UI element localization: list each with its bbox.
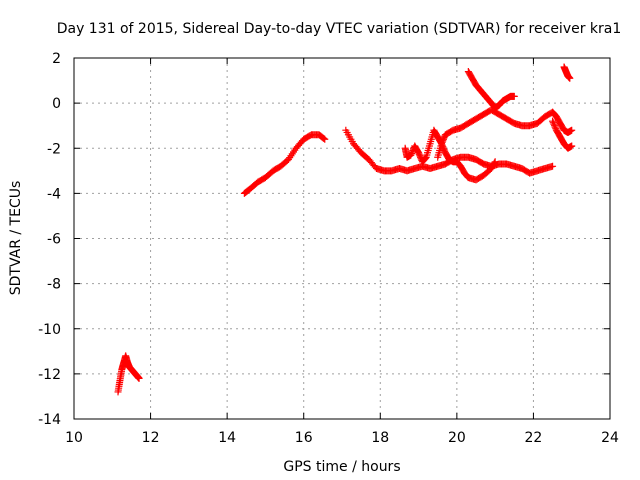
y-tick-label: -4 — [47, 186, 61, 202]
x-tick-label: 10 — [65, 430, 83, 446]
series-arc-6 — [464, 68, 518, 112]
y-tick-label: -2 — [47, 141, 61, 157]
y-tick-label: -14 — [38, 412, 61, 428]
data-point — [549, 117, 557, 125]
x-tick-label: 16 — [295, 430, 313, 446]
x-tick-label: 14 — [218, 430, 236, 446]
data-point — [440, 134, 448, 142]
data-point — [568, 142, 576, 150]
data-point — [421, 155, 429, 163]
data-point — [135, 374, 143, 382]
y-tick-label: -10 — [38, 322, 61, 338]
data-point — [549, 119, 557, 127]
data-point — [550, 122, 558, 130]
data-point — [550, 120, 558, 128]
y-tick-label: -6 — [47, 232, 61, 248]
y-tick-label: 2 — [52, 51, 61, 67]
data-point — [415, 150, 423, 158]
chart-title: Day 131 of 2015, Sidereal Day-to-day VTE… — [57, 21, 622, 37]
data-point — [491, 159, 499, 167]
series-arc-5 — [434, 106, 576, 161]
data-point — [416, 152, 424, 160]
plot-frame — [73, 57, 611, 420]
y-axis-label: SDTVAR / TECUs — [8, 181, 24, 296]
data-point — [549, 162, 557, 170]
data-point — [438, 138, 446, 146]
data-points — [114, 63, 576, 396]
data-point — [438, 140, 446, 148]
series-arc-2 — [240, 131, 329, 197]
x-tick-label: 20 — [448, 430, 466, 446]
data-point — [566, 74, 574, 82]
data-point — [422, 154, 430, 162]
data-point — [321, 135, 329, 143]
data-point — [491, 158, 499, 166]
x-tick-label: 18 — [371, 430, 389, 446]
x-tick-label: 24 — [601, 430, 619, 446]
data-point — [407, 151, 415, 159]
grid-lines — [74, 58, 610, 419]
y-tick-label: -8 — [47, 277, 61, 293]
x-tick-label: 12 — [142, 430, 160, 446]
data-point — [415, 149, 423, 157]
data-point — [440, 146, 448, 154]
series-arc-4 — [401, 126, 499, 184]
x-axis-label: GPS time / hours — [283, 459, 400, 475]
data-point — [568, 126, 576, 134]
series-arc-8 — [560, 63, 574, 82]
series-arc-7 — [549, 117, 576, 152]
data-point — [551, 123, 559, 131]
series-arc-1 — [114, 352, 143, 396]
y-tick-label: -12 — [38, 367, 61, 383]
x-tick-label: 22 — [525, 430, 543, 446]
data-point — [320, 134, 328, 142]
data-point — [439, 135, 447, 143]
data-point — [510, 92, 518, 100]
y-tick-label: 0 — [52, 96, 61, 112]
data-point — [439, 137, 447, 145]
axis-ticks: 10 12 14 16 18 20 22 24 -14 -12 -10 -8 -6 -4 -2 0 2 — [38, 51, 619, 446]
data-point — [408, 150, 416, 158]
